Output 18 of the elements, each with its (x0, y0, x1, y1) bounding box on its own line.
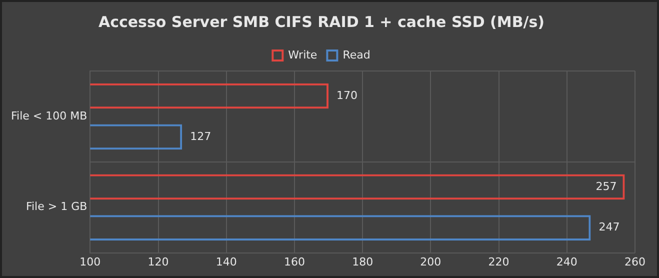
x-tick-label: 120 (148, 255, 169, 268)
legend-label: Read (342, 48, 370, 62)
y-tick-label: File < 100 MB (10, 109, 88, 122)
x-tick-label: 180 (352, 255, 374, 268)
x-tick-label: 240 (556, 255, 578, 268)
x-tick-label: 160 (284, 255, 305, 268)
x-tick-label: 200 (420, 255, 442, 268)
legend-label: Write (288, 48, 318, 62)
x-tick-label: 100 (80, 255, 101, 268)
data-label: 170 (336, 88, 358, 102)
data-label: 257 (596, 180, 617, 193)
data-label: 247 (598, 220, 620, 234)
y-tick-label: File > 1 GB (26, 200, 88, 214)
chart-title: Accesso Server SMB CIFS RAID 1 + cache SSD (MB/s) (98, 12, 545, 31)
x-tick-label: 140 (216, 255, 237, 268)
data-label: 127 (190, 130, 212, 143)
x-tick-label: 260 (624, 255, 646, 268)
x-tick-label: 220 (488, 255, 510, 268)
